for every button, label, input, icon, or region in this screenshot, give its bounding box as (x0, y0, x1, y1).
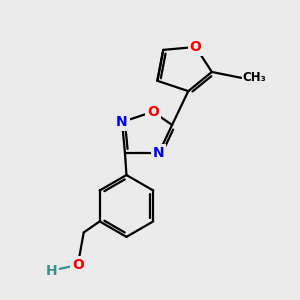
Text: H: H (46, 264, 57, 278)
Text: N: N (116, 115, 128, 129)
Text: N: N (153, 146, 165, 160)
Text: O: O (72, 258, 84, 272)
Text: CH₃: CH₃ (243, 71, 266, 84)
Text: O: O (147, 105, 159, 119)
Text: O: O (190, 40, 202, 54)
